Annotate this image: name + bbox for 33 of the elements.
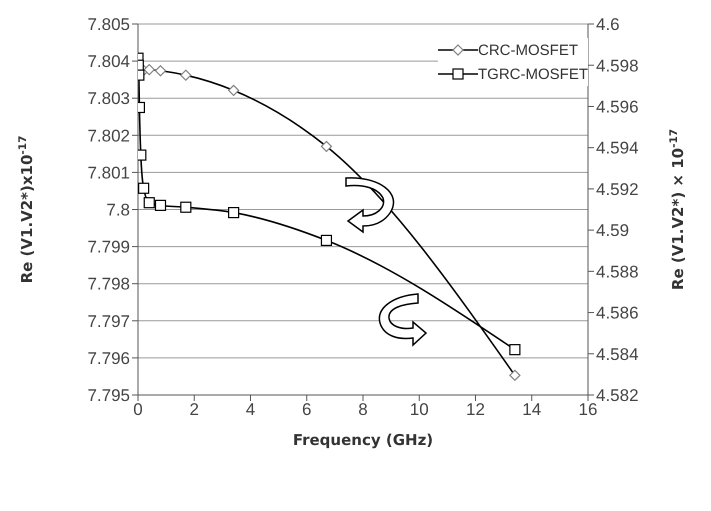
y-tick-label: 7.797 [87, 312, 130, 331]
y-tick-label: 7.805 [87, 15, 130, 34]
x-tick-label: 14 [522, 400, 542, 420]
y2-tick-label: 4.584 [596, 344, 639, 364]
x-tick-label: 2 [190, 400, 199, 420]
y-tick-label: 7.801 [87, 163, 130, 182]
y-tick-label: 7.804 [87, 52, 130, 72]
y2-tick-label: 4.59 [596, 221, 630, 240]
legend-label: CRC-MOSFET [478, 42, 578, 58]
x-tick-label: 0 [133, 400, 143, 420]
x-tick-label: 8 [358, 400, 368, 420]
legend-label: TGRC-MOSFET [478, 66, 588, 82]
y-tick-label: 7.798 [87, 274, 130, 294]
x-tick-label: 6 [302, 400, 312, 420]
x-tick-label: 4 [246, 400, 256, 420]
y-tick-label: 7.8 [106, 200, 130, 220]
y2-tick-label: 4.594 [596, 138, 639, 158]
y2-tick-label: 4.592 [596, 180, 639, 199]
y2-tick-label: 4.582 [596, 386, 639, 406]
y2-tick-label: 4.586 [596, 304, 639, 323]
y-tick-label: 7.803 [87, 89, 130, 108]
x-tick-label: 10 [410, 400, 429, 420]
y-tick-label: 7.796 [87, 348, 130, 368]
y-tick-label: 7.799 [87, 238, 130, 257]
y2-tick-label: 4.6 [596, 15, 620, 34]
y2-tick-label: 4.596 [596, 97, 639, 116]
x-tick-label: 16 [578, 400, 598, 420]
x-tick-label: 12 [466, 400, 485, 420]
y-tick-label: 7.795 [87, 386, 130, 406]
y-tick-label: 7.802 [87, 126, 130, 146]
x-axis-title: Frequency (GHz) [292, 431, 434, 449]
y2-tick-label: 4.598 [596, 56, 639, 76]
y2-tick-label: 4.588 [596, 262, 639, 282]
